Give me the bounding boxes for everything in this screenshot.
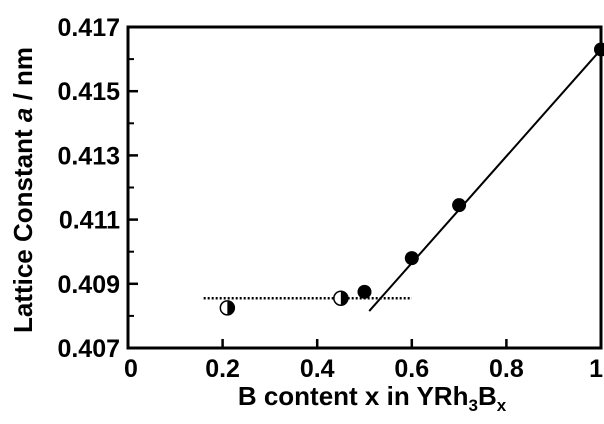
y-tick-label-4: 0.415 <box>57 78 120 106</box>
y-axis-label-italic: a <box>8 108 38 122</box>
x-tick-label-2: 0.4 <box>300 355 335 383</box>
y-tick-label-1: 0.409 <box>57 271 120 299</box>
half-filled-data-point-0 <box>219 300 236 316</box>
y-axis-label-unit: / nm <box>8 47 38 108</box>
x-tick-label-4: 0.8 <box>489 355 524 383</box>
filled-data-point-5 <box>594 42 604 57</box>
x-tick-label-0: 0 <box>124 355 138 383</box>
x-tick-label-5: 1 <box>589 355 603 383</box>
x-tick-label-1: 0.2 <box>205 355 240 383</box>
x-axis-label: B content x in YRh3Bx <box>238 381 507 415</box>
y-tick-label-3: 0.413 <box>57 142 120 170</box>
filled-data-point-3 <box>404 251 419 266</box>
y-axis-label: Lattice Constant a / nm <box>8 47 38 333</box>
y-tick-label-0: 0.407 <box>57 335 120 363</box>
data-points <box>219 42 604 316</box>
tick-marks <box>126 25 603 350</box>
x-axis-label-prefix: B content x in YRh <box>238 381 469 411</box>
half-filled-data-point-1 <box>333 290 349 306</box>
tick-labels: 0 0.2 0.4 0.6 0.8 1 0.407 0.409 0.411 0.413 0.415 0… <box>57 14 603 383</box>
x-axis-label-mid: B <box>478 381 497 411</box>
filled-data-point-4 <box>452 198 467 213</box>
x-axis-label-sub2: x <box>497 396 507 415</box>
y-tick-label-5: 0.417 <box>57 14 120 42</box>
y-axis-label-main: Lattice Constant <box>8 122 38 333</box>
filled-data-point-2 <box>357 284 372 299</box>
y-tick-label-2: 0.411 <box>59 207 120 235</box>
x-tick-label-3: 0.6 <box>394 355 429 383</box>
plot-frame <box>126 25 603 350</box>
solid-fit-line <box>368 48 602 312</box>
fit-lines <box>203 48 602 312</box>
x-axis-label-sub1: 3 <box>468 396 477 415</box>
